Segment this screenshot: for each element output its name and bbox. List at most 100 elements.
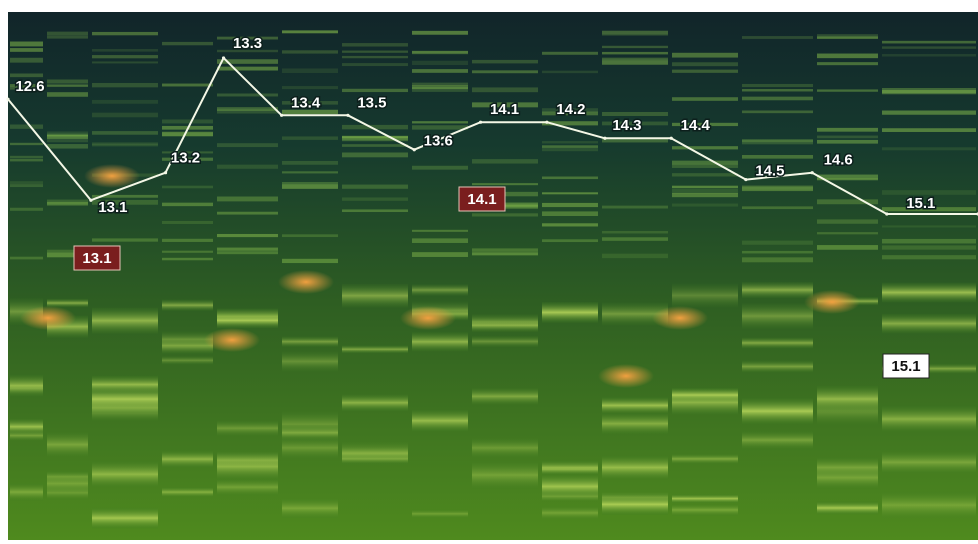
harmonic-line [92,82,158,88]
harmonic-line [162,83,213,87]
harmonic-line [92,61,158,64]
harmonic-line [412,125,468,130]
harmonic-line [10,124,43,129]
energy-hotspot [598,364,654,388]
harmonic-line [742,139,813,143]
harmonic-line [602,60,668,65]
harmonic-band [882,282,976,303]
harmonic-line [882,225,976,228]
pitch-label: 13.5 [357,94,386,111]
harmonic-line [742,89,813,92]
harmonic-line [542,70,598,74]
harmonic-line [412,238,468,243]
harmonic-band [672,388,738,402]
harmonic-line [817,62,878,66]
harmonic-line [817,219,878,224]
harmonic-line [672,163,738,168]
harmonic-line [47,79,88,84]
harmonic-line [882,238,976,244]
harmonic-line [742,250,813,254]
harmonic-line [882,110,976,115]
harmonic-line [342,124,408,130]
harmonic-line [47,31,88,36]
harmonic-band [882,406,976,432]
harmonic-line [472,183,538,186]
harmonic-line [817,232,878,235]
harmonic-band [817,385,878,413]
boxed-label-text: 13.1 [82,250,111,267]
harmonic-line [882,90,976,95]
harmonic-band [672,504,738,516]
harmonic-line [282,30,338,34]
harmonic-line [412,30,468,35]
harmonic-line [412,229,468,232]
harmonic-line [282,184,338,189]
harmonic-line [342,197,408,201]
harmonic-line [672,192,738,198]
harmonic-band [542,474,598,499]
harmonic-line [602,205,668,209]
harmonic-line [282,160,338,165]
harmonic-line [342,50,408,53]
pitch-label: 14.3 [612,117,641,134]
harmonic-band [602,302,668,326]
harmonic-line [92,131,158,135]
energy-hotspot [652,306,708,330]
harmonic-line [602,121,668,126]
harmonic-line [542,145,598,148]
harmonic-line [472,252,538,256]
harmonic-band [472,437,538,458]
harmonic-line [92,194,158,198]
harmonic-band [472,335,538,348]
harmonic-band [602,397,668,414]
harmonic-line [542,51,598,55]
pitch-point [478,120,483,124]
energy-hotspot [20,306,76,330]
harmonic-band [10,374,43,397]
harmonic-line [162,202,213,207]
harmonic-line [282,101,338,105]
harmonic-line [92,142,158,146]
harmonic-line [817,139,878,144]
pitch-point [744,177,748,182]
harmonic-line [217,109,278,114]
harmonic-line [342,135,408,139]
harmonic-line [342,43,408,47]
harmonic-line [672,160,738,164]
harmonic-line [342,136,408,142]
harmonic-line [602,112,668,116]
harmonic-line [882,190,976,195]
pitch-point [6,97,10,101]
harmonic-line [412,121,468,124]
harmonic-line [472,159,538,164]
harmonic-line [47,92,88,97]
harmonic-line [882,207,976,212]
energy-hotspot [204,328,260,352]
harmonic-line [282,109,338,115]
harmonic-line [217,36,278,40]
harmonic-line [412,69,468,73]
harmonic-line [742,257,813,263]
harmonic-line [282,50,338,54]
harmonic-line [217,211,278,215]
harmonic-band [342,283,408,308]
harmonic-line [162,238,213,242]
harmonic-line [162,119,213,124]
harmonic-line [92,49,158,52]
harmonic-line [412,50,468,54]
harmonic-line [217,107,278,111]
harmonic-line [47,201,88,206]
harmonic-line [882,245,976,250]
harmonic-line [742,184,813,190]
harmonic-line [282,258,338,264]
harmonic-line [542,111,598,116]
harmonic-line [742,36,813,39]
pitch-label: 13.2 [171,150,200,167]
harmonic-band [282,425,338,441]
harmonic-line [602,231,668,234]
harmonic-line [472,59,538,64]
harmonic-line [217,251,278,255]
harmonic-band [92,375,158,394]
harmonic-band [742,360,813,373]
harmonic-band [10,430,43,441]
